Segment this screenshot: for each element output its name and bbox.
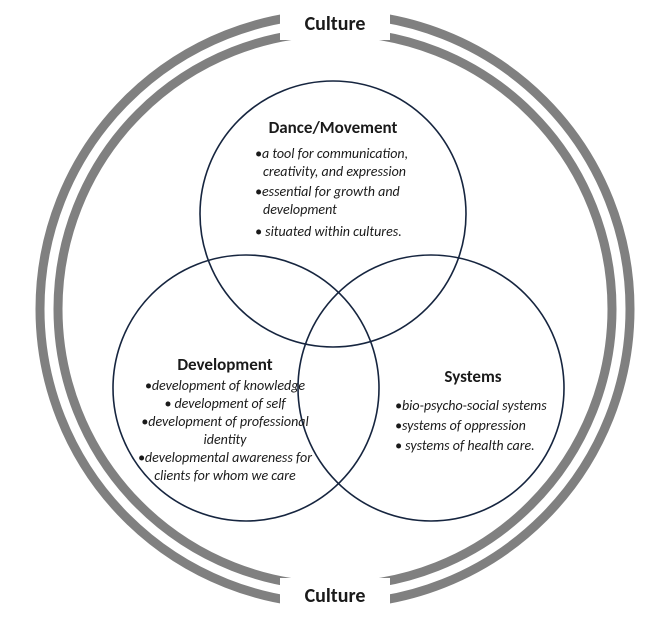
venn-circle-systems <box>298 255 564 521</box>
inner-ring-circle <box>58 32 612 586</box>
dance-movement-bullet-3: • situated within cultures. <box>255 223 402 240</box>
development-bullet-1: •development of knowledge <box>145 377 306 394</box>
dance-movement-bullet-2: •essential for growth and <box>255 183 400 200</box>
venn-diagram-svg: Culture Culture Dance/Movement •a tool f… <box>0 0 671 618</box>
systems-title: Systems <box>444 366 501 387</box>
systems-bullet-2: •systems of oppression <box>395 417 526 434</box>
section-development: Development •development of knowledge • … <box>138 354 312 484</box>
development-bullet-2: • development of self <box>164 395 286 412</box>
systems-bullet-1: •bio-psycho-social systems <box>395 397 547 414</box>
development-bullet-3: •development of professional <box>141 413 308 430</box>
culture-label-top: Culture <box>305 12 366 36</box>
section-systems: Systems •bio-psycho-social systems •syst… <box>395 366 547 454</box>
dance-movement-bullet-1: •a tool for communication, <box>255 145 408 162</box>
dance-movement-title: Dance/Movement <box>269 117 398 138</box>
systems-bullet-3: • systems of health care. <box>395 437 535 454</box>
dance-movement-bullet-2-cont: development <box>263 201 337 218</box>
development-bullet-4-cont: clients for whom we care <box>154 467 296 484</box>
development-bullet-3-cont: identity <box>204 431 248 448</box>
outer-ring-circle <box>40 14 630 604</box>
section-dance-movement: Dance/Movement •a tool for communication… <box>255 117 408 240</box>
development-bullet-4: •developmental awareness for <box>138 449 312 466</box>
culture-label-bottom: Culture <box>305 584 366 608</box>
dance-movement-bullet-1-cont: creativity, and expression <box>263 163 406 180</box>
development-title: Development <box>177 354 272 375</box>
diagram-stage: Culture Culture Dance/Movement •a tool f… <box>0 0 671 618</box>
